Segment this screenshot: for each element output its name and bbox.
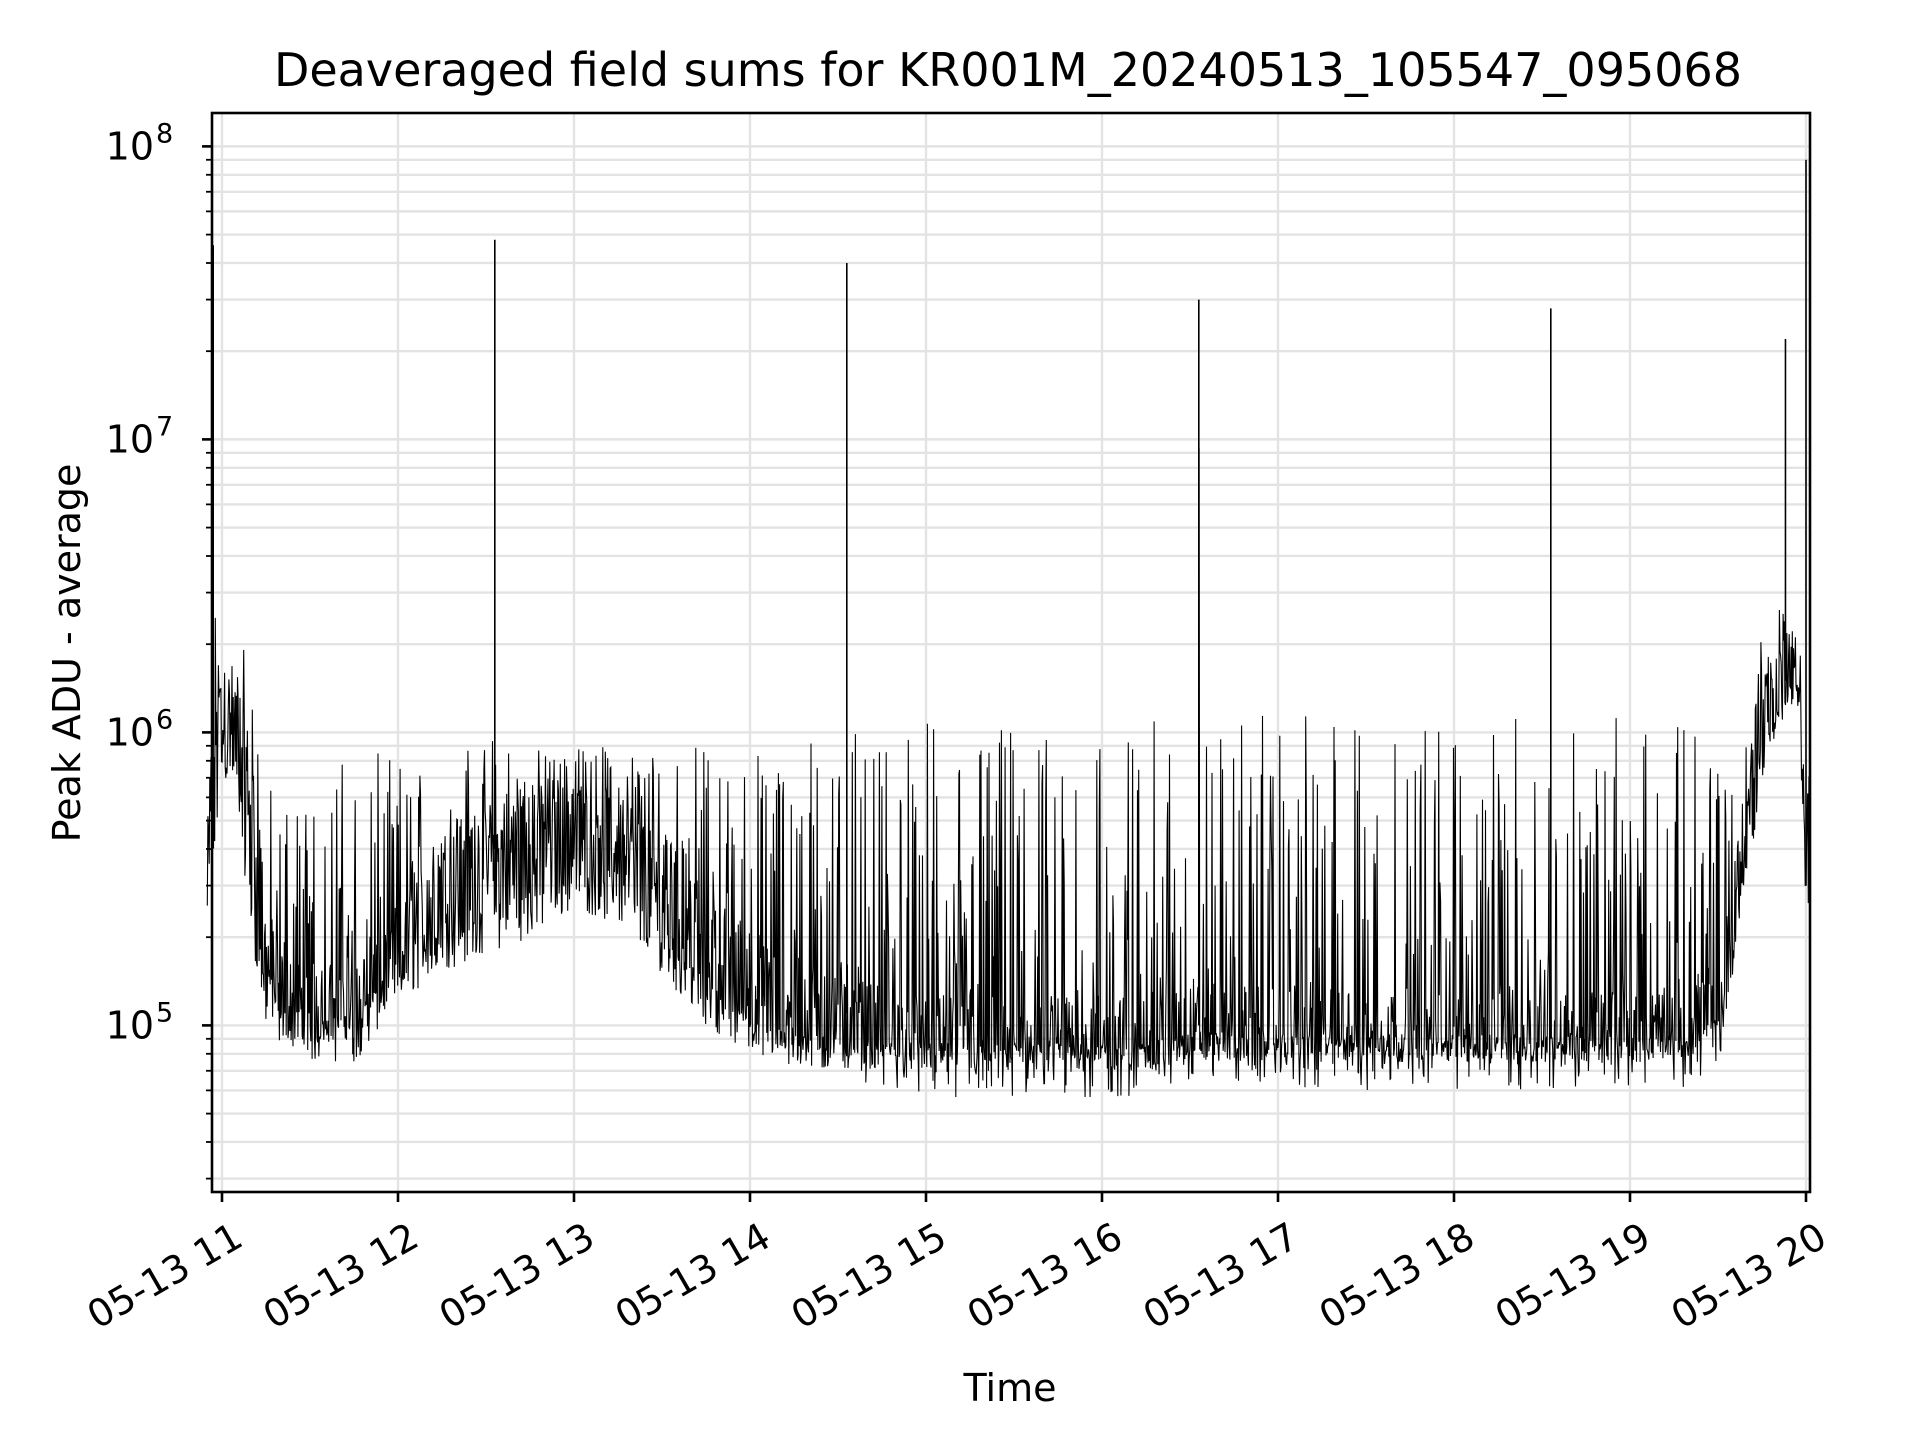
y-tick-label: 10: [106, 1003, 154, 1047]
x-axis-label: Time: [963, 1366, 1057, 1410]
data-line: [206, 369, 1810, 1098]
y-tick-exponent: 6: [156, 704, 173, 735]
y-axis-label: Peak ADU - average: [45, 464, 89, 843]
chart-title: Deaveraged field sums for KR001M_2024051…: [274, 43, 1742, 97]
y-tick-exponent: 5: [156, 997, 173, 1028]
plot-frame: [210, 111, 1812, 1194]
y-tick-label: 10: [106, 124, 154, 168]
y-tick-exponent: 8: [156, 118, 173, 149]
y-tick-exponent: 7: [156, 411, 173, 442]
y-tick-label: 10: [106, 417, 154, 461]
y-tick-label: 10: [106, 710, 154, 754]
